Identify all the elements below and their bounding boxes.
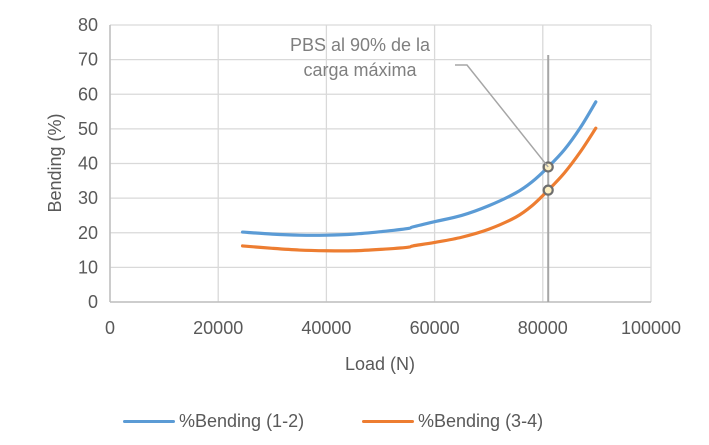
legend-swatch-orange xyxy=(362,419,414,423)
legend-label: %Bending (3-4) xyxy=(418,410,544,431)
y-axis-ticks: 0 10 20 30 40 50 60 70 80 xyxy=(78,15,98,312)
annotation-text-line2: carga máxima xyxy=(303,60,417,80)
x-tick-label: 80000 xyxy=(518,318,568,338)
pbs-marker xyxy=(542,184,554,196)
annotation-pbs: PBS al 90% de la carga máxima xyxy=(290,35,549,168)
legend-item-3-4: %Bending (3-4) xyxy=(362,407,543,435)
series-line xyxy=(240,100,598,237)
y-tick-label: 10 xyxy=(78,257,98,277)
y-tick-label: 70 xyxy=(78,50,98,70)
annotation-text-line1: PBS al 90% de la xyxy=(290,35,431,55)
y-tick-label: 0 xyxy=(88,292,98,312)
axes xyxy=(109,25,651,303)
y-axis-title: Bending (%) xyxy=(45,113,65,212)
legend-item-1-2: %Bending (1-2) xyxy=(123,407,304,435)
y-tick-label: 30 xyxy=(78,188,98,208)
x-tick-label: 60000 xyxy=(410,318,460,338)
line-chart: 0 10 20 30 40 50 60 70 80 0 20000 40000 60000 80000 1… xyxy=(45,15,681,374)
y-tick-label: 80 xyxy=(78,15,98,35)
x-tick-label: 20000 xyxy=(193,318,243,338)
x-axis-title: Load (N) xyxy=(345,354,415,374)
x-tick-label: 100000 xyxy=(621,318,681,338)
legend-label: %Bending (1-2) xyxy=(179,410,305,431)
legend: %Bending (1-2) %Bending (3-4) xyxy=(0,407,709,435)
x-tick-label: 40000 xyxy=(301,318,351,338)
x-axis-ticks: 0 20000 40000 60000 80000 100000 xyxy=(105,318,681,338)
data-series xyxy=(240,55,598,302)
gridlines xyxy=(109,24,652,303)
x-tick-label: 0 xyxy=(105,318,115,338)
series-line xyxy=(240,126,598,253)
y-tick-label: 60 xyxy=(78,84,98,104)
legend-swatch-blue xyxy=(123,419,175,423)
y-tick-label: 50 xyxy=(78,119,98,139)
y-tick-label: 20 xyxy=(78,223,98,243)
annotation-leader-line xyxy=(455,64,549,168)
y-tick-label: 40 xyxy=(78,154,98,174)
